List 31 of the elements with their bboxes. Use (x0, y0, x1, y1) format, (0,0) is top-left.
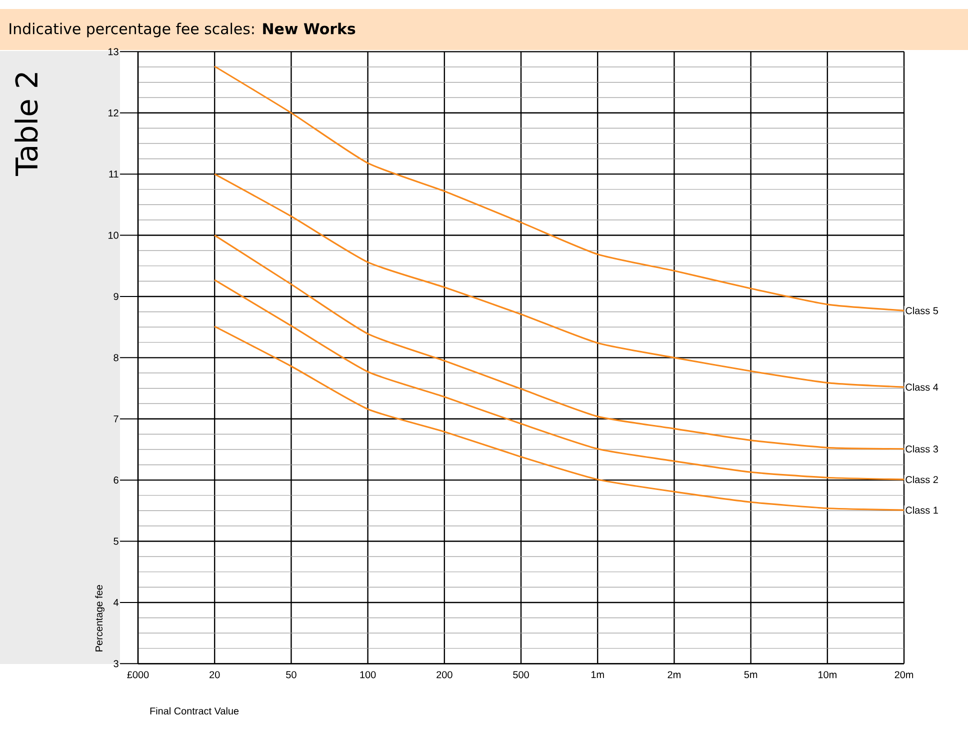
series-label: Class 1 (906, 506, 938, 514)
y-tick-label: 12 (108, 109, 118, 116)
series-label: Class 4 (906, 383, 938, 391)
x-tick-label: 5m (744, 671, 758, 678)
x-tick-label: 100 (360, 671, 376, 678)
x-tick-label: 10m (818, 671, 836, 678)
x-tick-label: 200 (436, 671, 452, 678)
y-tick-label: 8 (114, 354, 118, 362)
series-label: Class 5 (906, 306, 938, 314)
y-tick-label: 7 (114, 415, 118, 422)
y-tick-label: 13 (108, 48, 118, 56)
y-tick-label: 11 (109, 170, 118, 178)
x-axis-title: Final Contract Value (150, 707, 239, 715)
series-label: Class 2 (906, 476, 938, 484)
y-axis-title: Percentage fee (95, 585, 104, 652)
x-tick-label: £000 (127, 671, 149, 678)
y-tick-label: 9 (114, 292, 118, 300)
x-tick-label: 1m (591, 671, 604, 678)
x-tick-label: 20m (894, 671, 914, 678)
x-tick-label: 50 (286, 671, 296, 678)
caption: Table 2 (14, 73, 38, 176)
y-tick-label: 10 (108, 232, 118, 239)
x-tick-label: 20 (210, 671, 220, 678)
y-tick-label: 5 (114, 538, 118, 545)
y-tick-label: 3 (114, 660, 118, 668)
series-label: Class 3 (906, 445, 938, 453)
y-tick-label: 4 (114, 599, 119, 606)
x-tick-label: 2m (668, 671, 680, 678)
chart-title: Indicative percentage fee scales: New Works (10, 22, 356, 38)
x-tick-label: 500 (513, 671, 529, 678)
y-tick-label: 6 (114, 476, 118, 484)
